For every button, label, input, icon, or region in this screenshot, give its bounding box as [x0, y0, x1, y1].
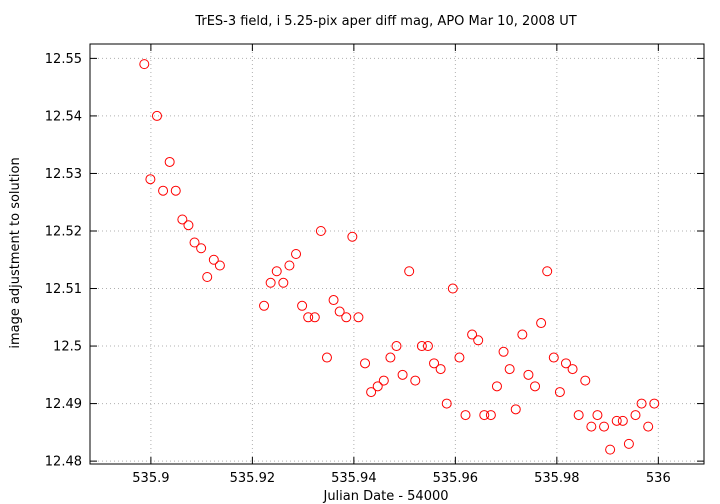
data-point — [548, 352, 559, 363]
data-point — [530, 381, 541, 392]
data-point — [297, 300, 308, 311]
data-point — [573, 410, 584, 421]
grid-lines — [90, 44, 704, 464]
data-point — [321, 352, 332, 363]
data-point — [208, 254, 219, 265]
data-point — [378, 375, 389, 386]
data-point — [473, 335, 484, 346]
data-point — [605, 444, 616, 455]
data-point — [151, 110, 162, 121]
data-point — [353, 312, 364, 323]
data-point — [189, 237, 200, 248]
data-point — [611, 415, 622, 426]
data-point — [341, 312, 352, 323]
data-point — [291, 249, 302, 259]
data-point — [643, 421, 654, 432]
data-point — [592, 410, 603, 421]
y-axis-label: image adjustment to solution — [8, 157, 23, 348]
data-point — [649, 398, 660, 409]
x-tick-label: 535.92 — [230, 471, 276, 486]
data-point — [422, 341, 433, 352]
data-point — [139, 59, 150, 70]
data-point — [303, 312, 314, 323]
y-tick-label: 12.53 — [45, 167, 82, 182]
y-tick-label: 12.5 — [53, 340, 82, 355]
data-point — [636, 398, 647, 409]
data-point — [586, 421, 597, 432]
data-point — [429, 358, 440, 369]
chart-title: TrES-3 field, i 5.25-pix aper diff mag, … — [194, 14, 576, 29]
data-point — [447, 283, 458, 294]
data-point — [334, 306, 345, 317]
x-tick-label: 535.96 — [433, 471, 479, 486]
data-point — [517, 329, 528, 340]
data-point — [623, 438, 634, 449]
data-point — [580, 375, 591, 386]
data-point — [177, 214, 188, 225]
y-tick-label: 12.48 — [45, 455, 82, 470]
plot-frame — [89, 43, 705, 465]
x-tick-label: 535.94 — [331, 471, 377, 486]
data-point — [397, 369, 408, 380]
data-point — [259, 300, 270, 311]
data-point — [347, 231, 358, 242]
data-point — [416, 341, 427, 352]
data-point — [617, 415, 628, 426]
data-point — [498, 346, 509, 357]
data-point — [599, 421, 610, 432]
y-axis-ticks: 12.48 12.49 12.5 12.51 12.52 12.53 12.54 12.55 — [45, 52, 704, 470]
data-point — [460, 410, 471, 421]
data-point — [366, 387, 377, 398]
data-point — [491, 381, 502, 392]
data-point — [170, 185, 181, 196]
y-tick-label: 12.52 — [45, 224, 82, 239]
data-point — [214, 260, 225, 271]
data-point — [385, 352, 396, 363]
data-point — [523, 369, 534, 380]
data-point — [485, 410, 496, 421]
data-point — [504, 364, 515, 375]
data-point — [542, 266, 553, 277]
data-point — [328, 295, 339, 306]
data-point — [278, 277, 289, 288]
data-point — [441, 398, 452, 409]
data-point — [404, 266, 415, 277]
x-tick-label: 535.9 — [132, 471, 169, 486]
x-tick-label: 536 — [646, 471, 671, 486]
data-point — [309, 312, 320, 323]
data-point — [554, 387, 565, 398]
data-point — [202, 272, 213, 283]
data-point — [536, 318, 547, 329]
y-tick-label: 12.49 — [45, 397, 82, 412]
data-point — [567, 364, 578, 375]
data-point — [630, 410, 641, 421]
data-point — [196, 243, 207, 254]
data-point — [372, 381, 383, 392]
data-point — [183, 220, 194, 231]
data-point — [391, 341, 402, 352]
x-tick-label: 535.98 — [534, 471, 580, 486]
data-points — [139, 59, 660, 455]
data-point — [360, 358, 371, 369]
y-tick-label: 12.55 — [45, 52, 82, 67]
data-point — [454, 352, 465, 363]
data-point — [271, 266, 282, 277]
data-point — [510, 404, 521, 415]
data-point — [560, 358, 571, 369]
data-point — [467, 329, 478, 340]
data-point — [164, 156, 175, 167]
x-axis-ticks: 535.9 535.92 535.94 535.96 535.98 536 — [132, 44, 671, 486]
y-tick-label: 12.51 — [45, 282, 82, 297]
data-point — [315, 225, 326, 236]
data-point — [410, 375, 421, 386]
data-point — [265, 277, 276, 288]
data-point — [479, 410, 490, 421]
y-tick-label: 12.54 — [45, 109, 82, 124]
x-axis-label: Julian Date - 54000 — [322, 489, 448, 504]
data-point — [284, 260, 295, 271]
data-point — [435, 364, 446, 375]
data-point — [158, 185, 169, 196]
data-point — [145, 174, 156, 185]
